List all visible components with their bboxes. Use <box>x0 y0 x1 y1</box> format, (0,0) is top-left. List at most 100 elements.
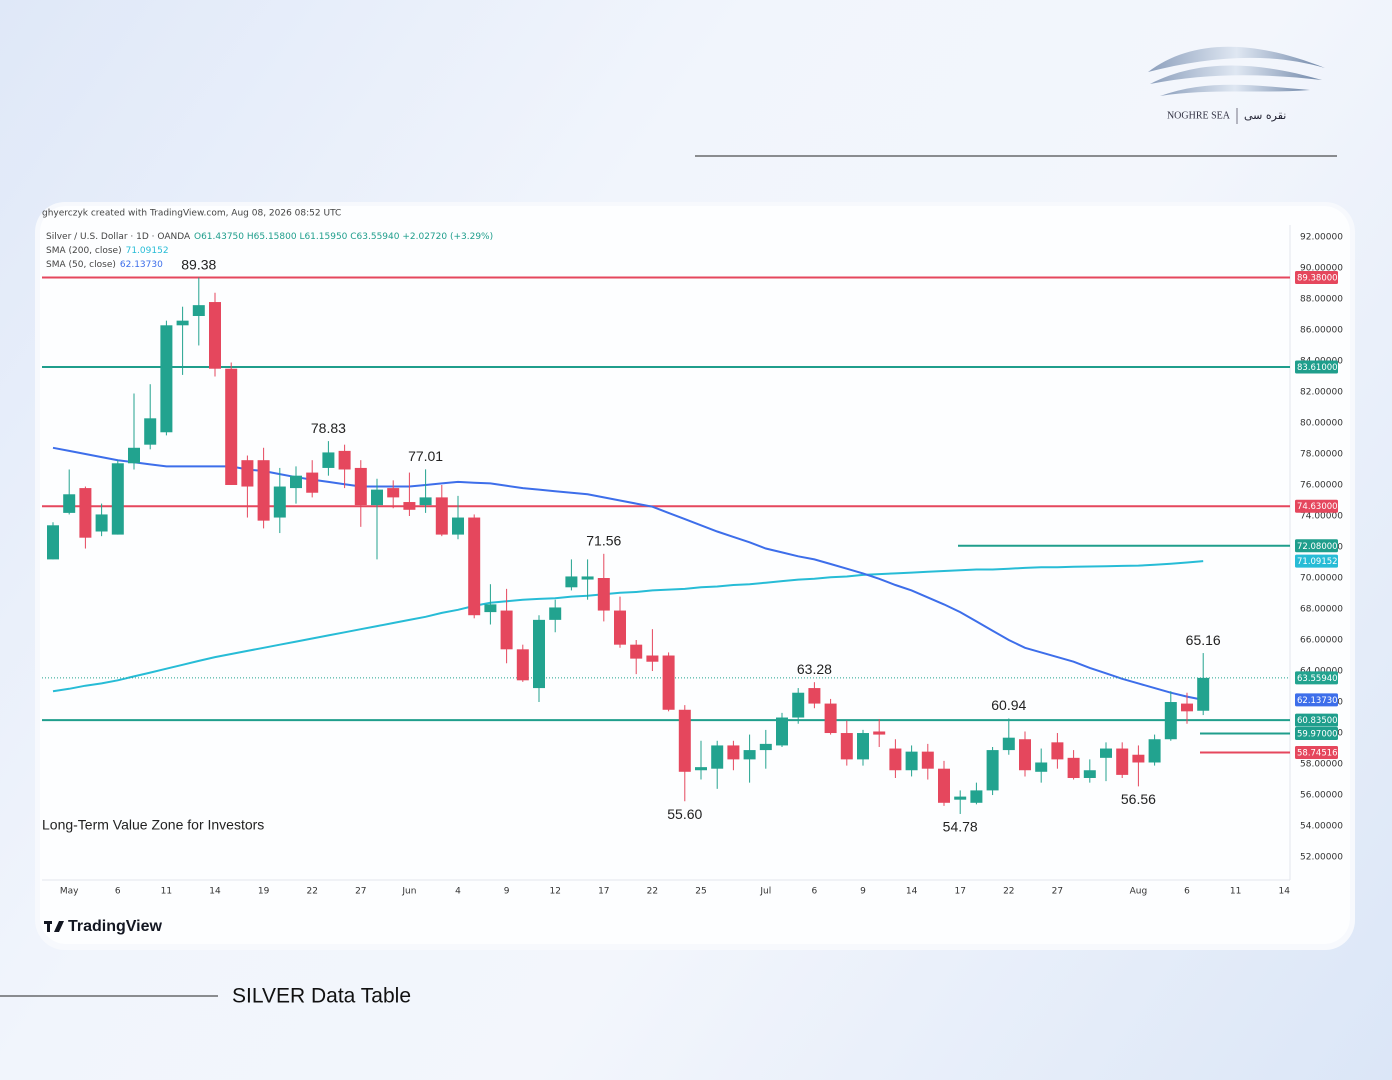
price-annotation: 77.01 <box>408 448 443 464</box>
candle-body <box>1181 703 1193 712</box>
attribution: ghyerczyk created with TradingView.com, … <box>42 209 341 219</box>
candle-body <box>840 733 853 760</box>
candle-body <box>695 767 707 771</box>
candle-body <box>662 655 675 710</box>
candle-body <box>727 745 740 760</box>
x-tick-label: 14 <box>209 887 221 897</box>
candle-body <box>1164 702 1177 740</box>
price-annotation: 55.60 <box>667 806 702 822</box>
legend-value: 71.09152 <box>126 246 169 256</box>
candle-body <box>387 488 400 498</box>
sma-line <box>52 560 1204 693</box>
y-tick-label: 74.00000 <box>1300 511 1343 521</box>
section-heading: SILVER Data Table <box>232 985 411 1008</box>
x-tick-label: 12 <box>549 887 560 897</box>
candle-body <box>371 489 383 506</box>
candle-body <box>1197 677 1210 711</box>
x-tick-label: 9 <box>860 887 866 897</box>
candle-body <box>905 751 918 771</box>
y-tick-label: 76.00000 <box>1300 480 1343 490</box>
y-tick-label: 90.00000 <box>1300 263 1343 273</box>
price-tag-label: 58.74516 <box>1297 748 1338 758</box>
price-tag-label: 83.61000 <box>1297 363 1338 373</box>
legend-name: SMA (50, close) <box>46 260 116 270</box>
price-tag-label: 71.09152 <box>1297 557 1338 567</box>
price-annotation: 63.28 <box>797 661 832 677</box>
candle-body <box>630 644 643 659</box>
legend-name: SMA (200, close) <box>46 246 122 256</box>
candle-body <box>290 475 302 489</box>
candle-body <box>1051 742 1064 760</box>
candle-body <box>500 610 513 650</box>
tradingview-logo-mark <box>44 921 64 932</box>
candle-body <box>403 502 416 510</box>
candle-body <box>533 619 545 689</box>
candle-body <box>938 768 950 803</box>
candle-body <box>484 604 497 613</box>
x-tick-label: 4 <box>455 887 461 897</box>
brand-logo <box>1148 46 1325 96</box>
candle-body <box>516 649 529 681</box>
candle-body <box>306 472 319 493</box>
price-tag-label: 89.38000 <box>1297 274 1338 284</box>
x-tick-label: 17 <box>598 887 609 897</box>
x-tick-label: 14 <box>1278 887 1290 897</box>
y-tick-label: 80.00000 <box>1300 418 1343 428</box>
candle-body <box>776 717 788 746</box>
x-tick-label: 19 <box>258 887 270 897</box>
x-tick-label: Aug <box>1130 887 1148 897</box>
price-annotation: 56.56 <box>1121 791 1156 807</box>
candle-body <box>273 486 286 518</box>
candle-body <box>128 447 140 464</box>
candle-body <box>1083 770 1096 778</box>
price-annotation: 60.94 <box>991 697 1026 713</box>
sma200-legend: SMA (200, close) 71.09152 <box>46 246 169 256</box>
candle-body <box>824 703 837 734</box>
candle-body <box>338 450 351 470</box>
candle-body <box>192 305 205 317</box>
candle-body <box>921 751 934 769</box>
symbol: Silver / U.S. Dollar · 1D · OANDA <box>46 232 191 242</box>
x-tick-label: 27 <box>1052 887 1063 897</box>
candle-body <box>857 733 869 760</box>
x-tick-label: 22 <box>306 887 317 897</box>
price-annotation: 89.38 <box>181 256 216 272</box>
price-tag-label: 72.08000 <box>1297 542 1338 552</box>
price-tag-label: 59.97000 <box>1297 729 1338 739</box>
sma50-legend: SMA (50, close) 62.13730 <box>46 260 163 270</box>
candle-body <box>889 748 902 771</box>
ohlc-readout: O61.43750 H65.15800 L61.15950 C63.55940 … <box>194 232 493 242</box>
price-tag <box>1295 554 1338 568</box>
price-annotation: 71.56 <box>586 533 621 549</box>
price-annotation: 78.83 <box>311 420 346 436</box>
candle-body <box>354 467 367 506</box>
y-tick-label: 54.00000 <box>1300 822 1343 832</box>
y-tick-label: 88.00000 <box>1300 294 1343 304</box>
candle-body <box>419 497 432 506</box>
y-tick-label: 56.00000 <box>1300 791 1343 801</box>
candle-body <box>1100 748 1112 758</box>
candle-body <box>970 790 983 803</box>
price-tag <box>1295 271 1338 285</box>
x-tick-label: 22 <box>647 887 658 897</box>
candle-body <box>597 578 610 611</box>
candle-body <box>1019 739 1031 771</box>
candle-body <box>63 494 76 513</box>
candle-body <box>759 743 772 751</box>
candle-body <box>711 745 724 769</box>
price-tag <box>1295 499 1338 513</box>
price-tag <box>1295 726 1338 740</box>
y-tick-label: 92.00000 <box>1300 232 1343 242</box>
y-tick-label: 58.00000 <box>1300 760 1343 770</box>
candle-body <box>549 607 562 620</box>
candle-body <box>614 610 626 645</box>
x-tick-label: 14 <box>906 887 918 897</box>
candle-body <box>792 692 805 718</box>
x-tick-label: 6 <box>812 887 818 897</box>
candle-body <box>954 796 967 800</box>
x-tick-label: 11 <box>1230 887 1241 897</box>
price-annotation: 65.16 <box>1186 632 1221 648</box>
candle-body <box>79 488 92 538</box>
candle-body <box>435 497 448 535</box>
